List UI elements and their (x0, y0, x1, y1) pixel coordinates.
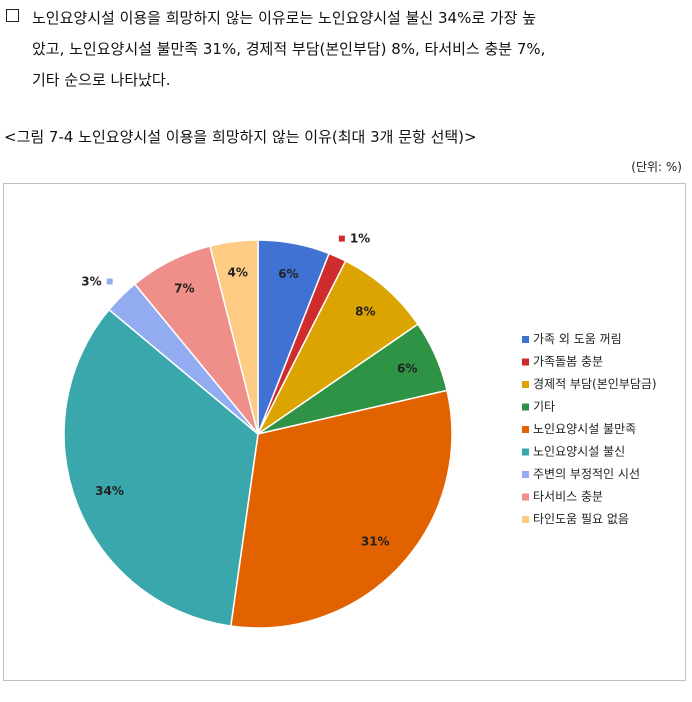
pie-slice-5 (63, 308, 259, 627)
legend-swatch-타인도움-필요-없음 (522, 516, 529, 523)
legend-label-경제적-부담-본인부담금-: 경제적 부담(본인부담금) (533, 377, 657, 391)
legend-swatch-가족-외-도움-꺼림 (522, 336, 529, 343)
data-label-7: 7% (174, 282, 194, 296)
data-label-0: 6% (278, 267, 298, 281)
legend-label-기타: 기타 (533, 400, 555, 414)
data-label-1: 1% (350, 232, 370, 246)
paragraph-line-2: 았고, 노인요양시설 불만족 31%, 경제적 부담(본인부담) 8%, 타서비… (32, 40, 546, 58)
data-label-marker-1 (338, 235, 345, 242)
pie-slice-4 (229, 389, 453, 629)
data-label-4: 31% (361, 535, 390, 549)
data-label-marker-6 (106, 278, 113, 285)
figure-caption: <그림 7-4 노인요양시설 이용을 희망하지 않는 이유(최대 3개 문항 선… (4, 128, 477, 146)
legend-label-노인요양시설-불만족: 노인요양시설 불만족 (533, 422, 636, 436)
legend-swatch-가족돌봄-충분 (522, 358, 529, 366)
data-label-3: 6% (397, 361, 417, 375)
data-label-8: 4% (227, 265, 247, 279)
legend-swatch-경제적-부담-본인부담금- (522, 381, 529, 388)
legend-label-타인도움-필요-없음: 타인도움 필요 없음 (533, 512, 629, 526)
data-label-2: 8% (355, 304, 375, 318)
legend-swatch-기타 (522, 403, 529, 411)
data-label-5: 34% (95, 484, 124, 498)
checkbox-square-icon (6, 9, 19, 22)
pie-slice-8 (209, 239, 259, 435)
pie-slice-2 (257, 259, 419, 435)
legend-label-가족-외-도움-꺼림: 가족 외 도움 꺼림 (533, 332, 622, 346)
paragraph-line-3: 기타 순으로 나타났다. (32, 71, 171, 89)
legend-swatch-노인요양시설-불신 (522, 448, 529, 456)
data-label-6: 3% (81, 275, 101, 289)
legend-swatch-노인요양시설-불만족 (522, 426, 529, 433)
legend-label-노인요양시설-불신: 노인요양시설 불신 (533, 445, 625, 459)
legend-swatch-타서비스-충분 (522, 493, 529, 501)
legend-swatch-주변의-부정적인-시선 (522, 471, 529, 478)
legend-label-주변의-부정적인-시선: 주변의 부정적인 시선 (533, 467, 640, 481)
legend-label-가족돌봄-충분: 가족돌봄 충분 (533, 355, 603, 369)
paragraph-line-1: 노인요양시설 이용을 희망하지 않는 이유로는 노인요양시설 불신 34%로 가… (32, 9, 537, 27)
legend-label-타서비스-충분: 타서비스 충분 (533, 490, 603, 504)
unit-label: (단위: %) (631, 160, 682, 174)
